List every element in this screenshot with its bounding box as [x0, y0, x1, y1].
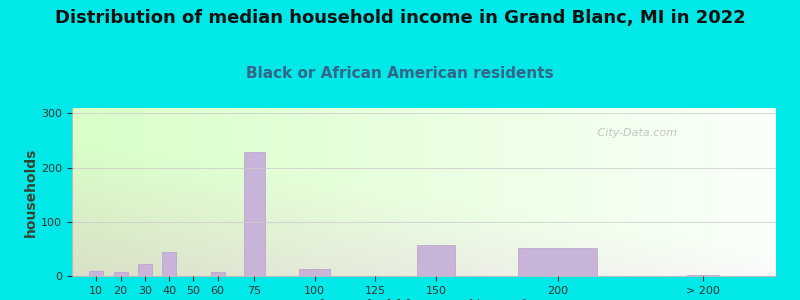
Bar: [162, 252, 176, 276]
Text: City-Data.com: City-Data.com: [594, 128, 677, 138]
Bar: [299, 269, 330, 276]
Text: Distribution of median household income in Grand Blanc, MI in 2022: Distribution of median household income …: [54, 9, 746, 27]
Bar: [417, 244, 455, 276]
Bar: [518, 248, 597, 276]
Bar: [90, 271, 103, 276]
Bar: [687, 275, 719, 276]
Bar: [243, 152, 265, 276]
Bar: [210, 272, 225, 276]
Y-axis label: households: households: [24, 147, 38, 237]
Bar: [114, 272, 127, 276]
Bar: [138, 264, 152, 276]
Text: Black or African American residents: Black or African American residents: [246, 66, 554, 81]
X-axis label: household income ($1000): household income ($1000): [320, 298, 528, 300]
